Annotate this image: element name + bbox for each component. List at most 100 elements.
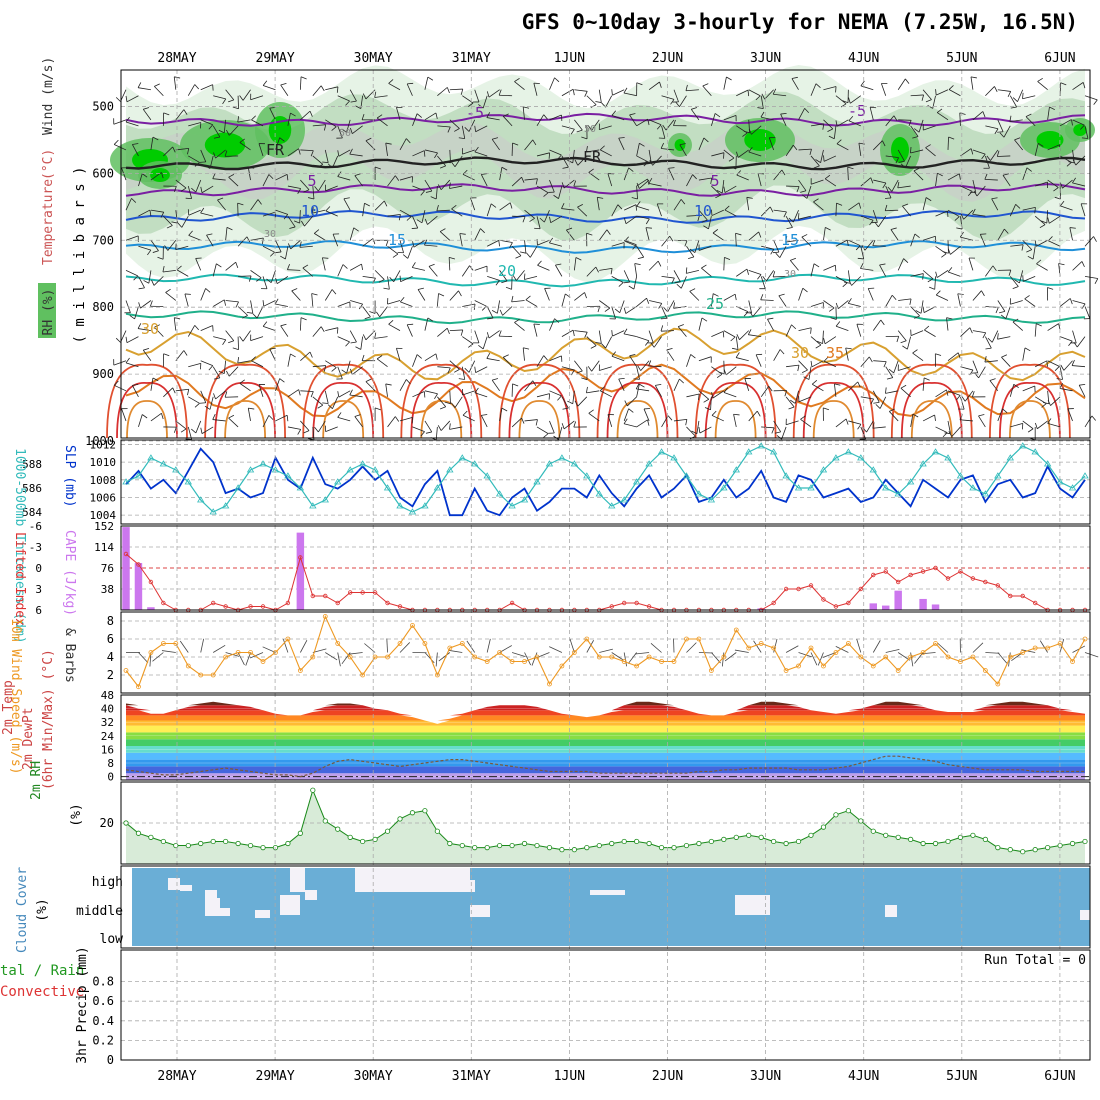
wind-barb-flag	[248, 166, 255, 169]
wind-barb-flag	[435, 353, 438, 360]
wind-barb-flag	[406, 379, 411, 385]
thickness-marker	[757, 442, 765, 449]
rh2m-marker	[908, 836, 914, 843]
thickness-marker	[284, 472, 292, 479]
wind-barb-flag	[290, 353, 296, 358]
wind-barb-flag	[535, 178, 538, 185]
wind-barb-flag	[262, 300, 265, 307]
rh2m-marker	[198, 840, 204, 847]
wind-barb	[325, 426, 338, 432]
wind-barb	[885, 185, 892, 199]
wind-barb-flag	[666, 347, 673, 351]
wind-barb-flag	[746, 268, 749, 275]
wind-barb	[337, 366, 343, 379]
wind-barb-flag	[711, 209, 713, 216]
wind-barb	[898, 366, 911, 371]
rh-blob-core	[744, 129, 776, 151]
wind-barb	[577, 396, 588, 407]
date-label-bottom: 3JUN	[750, 1069, 781, 1084]
thickness-marker	[495, 490, 504, 497]
wind-barb-flag	[454, 369, 460, 373]
wind-marker	[933, 641, 938, 646]
wind-barb	[997, 89, 1011, 92]
wind-barb-flag	[355, 105, 362, 109]
wind-barb-flag	[1082, 82, 1086, 89]
wind-barb	[936, 294, 949, 301]
wind-barb	[536, 114, 545, 127]
thickness-marker	[533, 478, 541, 485]
wind-barb	[536, 393, 550, 398]
thickness-marker	[1043, 460, 1052, 467]
wind-marker	[1045, 645, 1051, 651]
wind-barb-flag	[460, 88, 464, 95]
wind-barb	[1001, 356, 1011, 367]
wind-barb	[131, 144, 139, 157]
wind-barb	[636, 419, 648, 428]
wind-barb-flag	[341, 369, 347, 374]
wind-barb-flag	[480, 228, 485, 234]
wind-barb	[948, 271, 961, 277]
wind-barb	[399, 416, 413, 422]
wind-barb-flag	[188, 230, 193, 236]
wind-barb	[686, 393, 700, 398]
wind-barb-flag	[492, 378, 499, 381]
wind-barb-flag	[670, 99, 675, 105]
wind-barb-flag	[310, 150, 314, 157]
wind-barb-flag	[430, 196, 437, 200]
wind-marker	[684, 636, 689, 642]
wind-barb	[275, 240, 282, 253]
wind-barb-flag	[606, 229, 611, 235]
wind-barb	[200, 119, 213, 126]
wind-marker	[571, 650, 577, 655]
wind-barb	[165, 292, 177, 301]
wind-barb-flag	[948, 431, 953, 437]
wind-barb	[439, 231, 451, 241]
rh2m-marker	[223, 838, 229, 845]
wind-barb-flag	[521, 177, 525, 183]
wind-barb-flag	[200, 207, 205, 214]
date-label-bottom: 29MAY	[256, 1069, 295, 1084]
cloud-gap	[280, 895, 300, 915]
wind-barb-flag	[548, 393, 551, 400]
wind-barb	[801, 236, 812, 247]
wind-barb-flag	[226, 129, 230, 136]
wind-barb	[1047, 106, 1050, 120]
wind-barb-flag	[336, 86, 339, 93]
wind-barb	[474, 330, 480, 344]
wind-barb-flag	[954, 216, 960, 221]
wind-barb	[972, 213, 986, 217]
wind-barb-flag	[972, 208, 976, 215]
wind-barb-flag	[290, 112, 296, 117]
wind-barb-flag	[610, 268, 613, 275]
wind-barb	[499, 270, 508, 282]
wind-barb	[823, 155, 837, 162]
wind-barb	[1059, 366, 1063, 380]
wind-barb-flag	[532, 380, 537, 387]
wind-barb	[957, 293, 961, 307]
wind-barb-flag	[575, 257, 582, 261]
thickness-marker	[408, 508, 417, 515]
wind-barb	[623, 423, 637, 428]
lifted-marker	[248, 604, 253, 609]
wind-barb	[424, 149, 438, 154]
wind-barb-flag	[407, 82, 414, 85]
wind-barb	[561, 396, 569, 409]
wind-barb	[679, 144, 687, 157]
wind-barb-flag	[618, 282, 624, 287]
wind-barb-flag	[635, 204, 638, 211]
wind-barb-flag	[561, 203, 565, 209]
wind-barb-10m	[721, 652, 725, 667]
wind-barb	[922, 197, 927, 211]
wind-barb-flag	[810, 327, 812, 334]
wind-barb-flag	[149, 209, 152, 217]
wind-barb	[1035, 239, 1048, 247]
wind-barb	[276, 276, 289, 284]
wind-barb	[910, 330, 924, 336]
wind-barb-flag	[490, 203, 497, 208]
wind-barb-flag	[574, 400, 579, 407]
wind-barb	[600, 149, 612, 157]
wind-barb	[1072, 119, 1085, 126]
wind-barb	[269, 348, 276, 361]
wind-barb-flag	[647, 119, 650, 126]
